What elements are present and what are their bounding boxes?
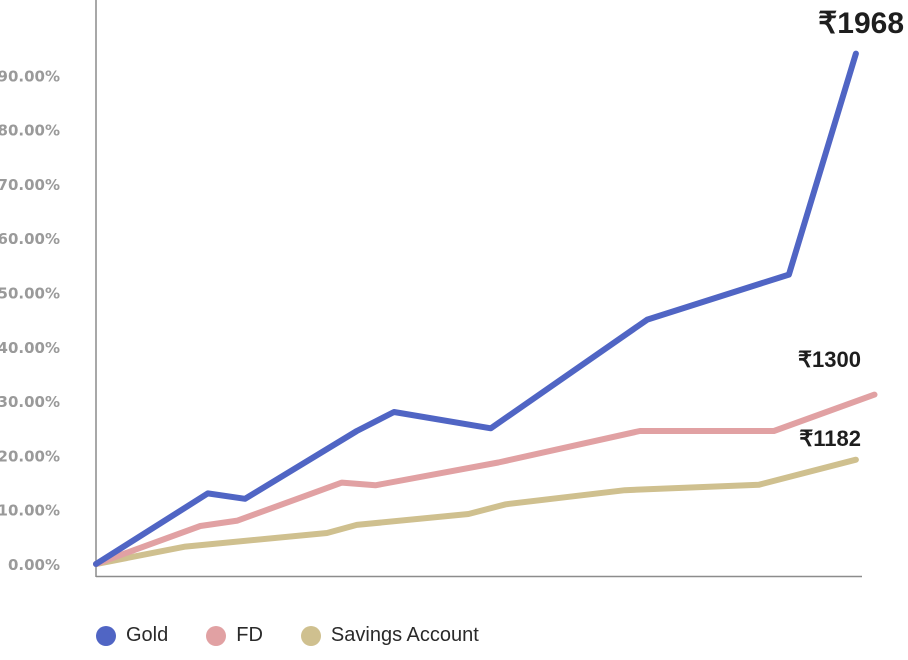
end-label-gold: ₹1968 [818,7,904,40]
y-tick-label: 50.00% [0,285,60,303]
y-tick-label: 0.00% [8,556,60,574]
y-tick-labels: 0.00% 10.00% 20.00% 30.00% 40.00% 50.00% 60.00… [0,67,60,574]
legend-dot-gold [96,625,116,646]
end-label-savings-account: ₹1182 [799,426,861,451]
legend-item-fd[interactable]: FD [206,624,263,647]
legend-label: FD [236,624,263,646]
legend-dot-fd [206,625,227,646]
axes [95,0,862,578]
series-line-fd [93,391,878,567]
y-tick-label: 90.00% [0,67,60,85]
legend-item-savings-account[interactable]: Savings Account [300,624,479,647]
y-tick-label: 40.00% [0,339,60,357]
legend-label: Gold [126,624,169,646]
legend-label: Savings Account [330,624,479,646]
series-line-savings-account [93,456,859,567]
y-tick-label: 70.00% [0,176,60,194]
legend: Gold FD Savings Account [96,624,517,647]
legend-item-gold[interactable]: Gold [96,624,168,647]
y-tick-label: 10.00% [0,502,60,520]
series-line-gold [93,50,859,567]
end-label-fd: ₹1300 [798,347,861,372]
end-labels: ₹1968 ₹1300 ₹1182 [798,7,904,451]
legend-dot-savings-account [300,625,321,646]
y-tick-label: 30.00% [0,393,60,411]
y-tick-label: 80.00% [0,122,60,140]
y-tick-label: 20.00% [0,447,60,465]
y-tick-label: 60.00% [0,230,60,248]
series-lines [93,50,878,567]
